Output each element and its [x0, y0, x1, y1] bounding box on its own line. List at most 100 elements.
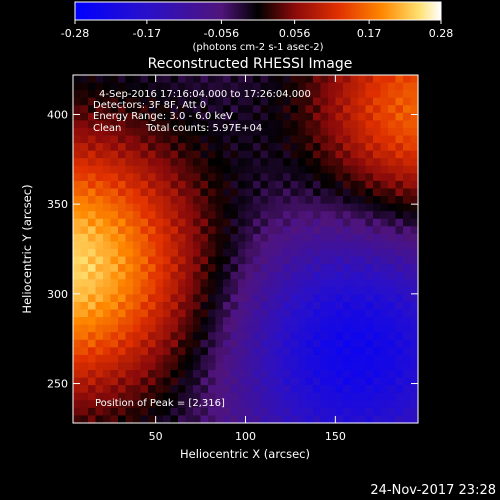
heatmap-cell — [380, 196, 389, 205]
heatmap-cell — [155, 400, 164, 409]
heatmap-cell — [223, 127, 232, 137]
heatmap-cell — [245, 150, 254, 159]
heatmap-cell — [283, 196, 292, 205]
heatmap-cell — [193, 105, 202, 114]
heatmap-cell — [320, 241, 329, 250]
colorbar-tick-label: 0.28 — [429, 27, 454, 40]
heatmap-cell — [313, 127, 322, 137]
heatmap-cell — [178, 354, 187, 364]
heatmap-cell — [305, 317, 314, 326]
heatmap-cell — [358, 233, 367, 243]
heatmap-cell — [335, 97, 344, 106]
heatmap-cell — [388, 354, 397, 364]
heatmap-cell — [103, 120, 112, 129]
heatmap-cell — [335, 233, 344, 243]
heatmap-cell — [80, 143, 89, 152]
heatmap-cell — [148, 370, 157, 379]
heatmap-cell — [230, 112, 239, 121]
heatmap-cell — [403, 392, 412, 401]
heatmap-cell — [313, 400, 322, 409]
heatmap-cell — [215, 279, 224, 288]
heatmap-cell — [283, 279, 292, 288]
heatmap-cell — [238, 188, 247, 197]
heatmap-cell — [410, 407, 419, 417]
colorbar-ticks: -0.28 -0.17 -0.056 0.056 0.17 0.28 — [61, 20, 453, 40]
heatmap-cell — [208, 127, 217, 137]
heatmap-cell — [283, 188, 292, 197]
heatmap-cell — [373, 362, 382, 371]
heatmap-cell — [148, 362, 157, 371]
heatmap-cell — [350, 75, 359, 84]
heatmap-cell — [223, 324, 232, 333]
heatmap-cell — [275, 203, 284, 212]
heatmap-cell — [395, 82, 404, 91]
heatmap-cell — [343, 180, 352, 190]
heatmap-cell — [125, 249, 134, 258]
heatmap-cell — [88, 75, 97, 84]
heatmap-cell — [268, 226, 277, 235]
heatmap-cell — [275, 400, 284, 409]
heatmap-cell — [365, 203, 374, 212]
heatmap-cell — [178, 75, 187, 84]
heatmap-cell — [230, 127, 239, 137]
heatmap-cell — [118, 271, 127, 280]
heatmap-cell — [238, 377, 247, 386]
heatmap-cell — [170, 264, 179, 273]
heatmap-cell — [185, 279, 194, 288]
heatmap-cell — [350, 173, 359, 182]
heatmap-cell — [88, 271, 97, 280]
heatmap-cell — [335, 135, 344, 144]
heatmap-cell — [80, 233, 89, 243]
heatmap-cell — [395, 279, 404, 288]
heatmap-cell — [88, 203, 97, 212]
heatmap-cell — [223, 120, 232, 129]
heatmap-cell — [350, 165, 359, 174]
heatmap-cell — [260, 203, 269, 212]
heatmap-cell — [313, 347, 322, 356]
heatmap-cell — [380, 112, 389, 121]
heatmap-cell — [163, 354, 172, 364]
heatmap-cell — [305, 392, 314, 401]
heatmap-cell — [185, 233, 194, 243]
heatmap-cell — [238, 286, 247, 295]
detectors-annotation: Detectors: 3F 8F, Att 0 — [93, 100, 206, 111]
heatmap-cell — [110, 127, 119, 137]
heatmap-cell — [388, 301, 397, 311]
heatmap-cell — [410, 120, 419, 129]
heatmap-cell — [230, 150, 239, 159]
heatmap-cell — [103, 112, 112, 121]
heatmap-cell — [328, 264, 337, 273]
heatmap-cell — [73, 317, 82, 326]
heatmap-cell — [365, 97, 374, 106]
heatmap-cell — [290, 143, 299, 152]
heatmap-cell — [335, 271, 344, 280]
heatmap-cell — [268, 203, 277, 212]
heatmap-cell — [125, 347, 134, 356]
y-tick-label: 350 — [47, 198, 68, 211]
heatmap-cell — [245, 415, 254, 424]
heatmap-cell — [313, 415, 322, 424]
heatmap-cell — [358, 415, 367, 424]
heatmap-cell — [335, 286, 344, 295]
heatmap-cell — [155, 203, 164, 212]
heatmap-cell — [245, 135, 254, 144]
heatmap-cell — [73, 241, 82, 250]
heatmap-cell — [313, 150, 322, 159]
heatmap-cell — [298, 188, 307, 197]
heatmap-cell — [125, 97, 134, 106]
heatmap-cell — [110, 332, 119, 341]
heatmap-cell — [95, 75, 104, 84]
heatmap-cell — [395, 339, 404, 348]
heatmap-cell — [118, 415, 127, 424]
heatmap-cell — [290, 112, 299, 121]
heatmap-cell — [170, 339, 179, 348]
heatmap-cell — [305, 150, 314, 159]
heatmap-cell — [268, 135, 277, 144]
heatmap-cell — [283, 301, 292, 311]
heatmap-cell — [343, 339, 352, 348]
heatmap-cell — [298, 241, 307, 250]
heatmap-cell — [290, 256, 299, 265]
heatmap-cell — [245, 82, 254, 91]
heatmap-cell — [388, 264, 397, 273]
heatmap-cell — [88, 211, 97, 220]
